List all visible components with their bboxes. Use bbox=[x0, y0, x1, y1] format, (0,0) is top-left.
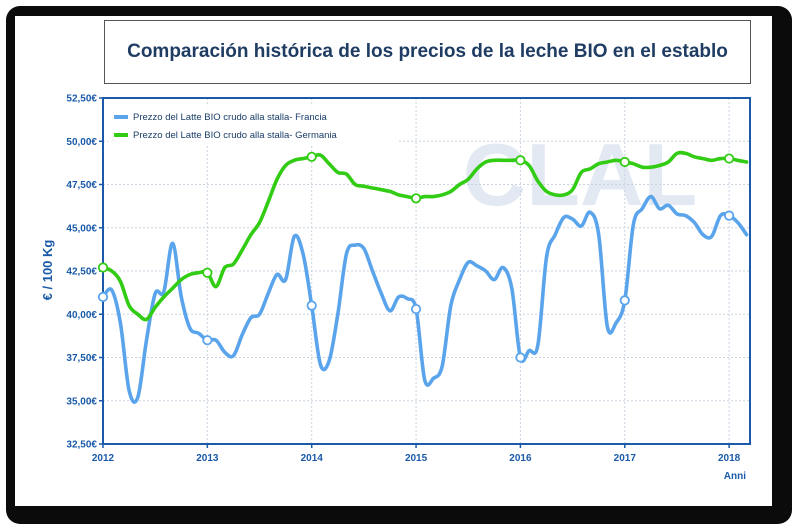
y-tick-label: 32,50€ bbox=[66, 440, 97, 451]
marker-francia bbox=[306, 300, 317, 311]
y-axis-ticks: 32,50€ 35,00€ 37,50€ 40,00€ 42,50€ 45,00€ 47,5… bbox=[66, 94, 103, 451]
marker-germania bbox=[97, 262, 109, 273]
y-tick-label: 45,00€ bbox=[66, 223, 97, 234]
y-tick-label: 47,50€ bbox=[66, 180, 97, 191]
y-tick-label: 37,50€ bbox=[66, 353, 97, 364]
y-tick-label: 40,00€ bbox=[66, 310, 97, 321]
x-axis-label: Anni bbox=[724, 471, 746, 482]
x-tick-label: 2014 bbox=[301, 453, 324, 464]
marker-francia bbox=[410, 303, 422, 315]
x-tick-label: 2017 bbox=[614, 453, 637, 464]
series-markers bbox=[97, 151, 735, 363]
marker-germania bbox=[306, 151, 317, 162]
marker-germania bbox=[619, 156, 630, 168]
marker-francia bbox=[202, 335, 213, 346]
y-axis-label: € / 100 Kg bbox=[40, 240, 55, 301]
x-tick-label: 2016 bbox=[509, 453, 532, 464]
marker-francia bbox=[515, 352, 526, 363]
legend-label-francia: Prezzo del Latte BIO crudo alla stalla- … bbox=[133, 112, 328, 123]
marker-germania bbox=[724, 153, 735, 164]
marker-germania bbox=[515, 155, 526, 166]
marker-francia bbox=[619, 295, 630, 306]
marker-germania bbox=[410, 193, 422, 204]
x-tick-label: 2013 bbox=[196, 453, 219, 464]
y-tick-label: 50,00€ bbox=[66, 137, 97, 148]
legend-label-germania: Prezzo del Latte BIO crudo alla stalla- … bbox=[133, 130, 338, 141]
marker-germania bbox=[202, 267, 213, 278]
marker-francia bbox=[97, 291, 109, 303]
x-tick-label: 2015 bbox=[405, 453, 428, 464]
x-tick-label: 2012 bbox=[92, 453, 115, 464]
y-tick-label: 52,50€ bbox=[66, 94, 97, 105]
x-tick-label: 2018 bbox=[718, 453, 741, 464]
x-axis-ticks: 2012 2013 2014 2015 2016 2017 2018 bbox=[92, 444, 741, 464]
legend-box bbox=[108, 104, 398, 146]
y-tick-label: 42,50€ bbox=[66, 267, 97, 278]
title-box: Comparación histórica de los precios de … bbox=[104, 20, 751, 84]
marker-francia bbox=[724, 210, 735, 221]
chart-title: Comparación histórica de los precios de … bbox=[127, 41, 728, 62]
y-tick-label: 35,00€ bbox=[66, 396, 97, 407]
legend: Prezzo del Latte BIO crudo alla stalla- … bbox=[108, 104, 398, 146]
